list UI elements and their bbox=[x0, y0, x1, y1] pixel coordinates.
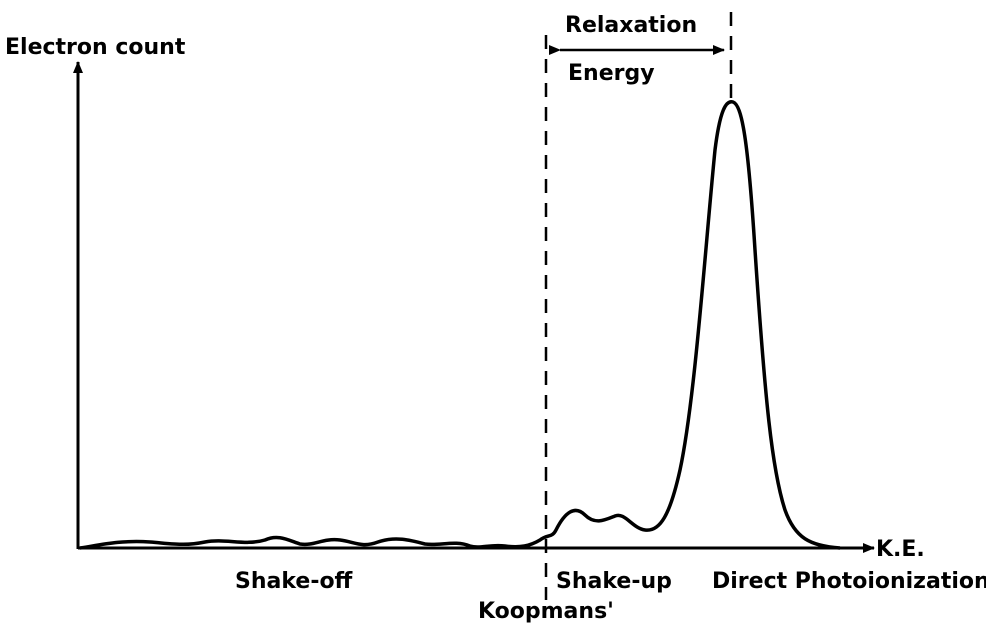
annotation: Koopmans' bbox=[478, 599, 614, 624]
annotation: Energy bbox=[568, 61, 655, 86]
region-label: Shake-up bbox=[556, 569, 672, 594]
region-label: Shake-off bbox=[235, 569, 354, 594]
annotation: Relaxation bbox=[565, 13, 697, 38]
spectrum-curve bbox=[79, 100, 841, 550]
region-label: Direct Photoionization bbox=[712, 569, 986, 594]
y-axis-label: Electron count bbox=[5, 35, 186, 60]
x-axis-label: K.E. bbox=[876, 537, 925, 562]
